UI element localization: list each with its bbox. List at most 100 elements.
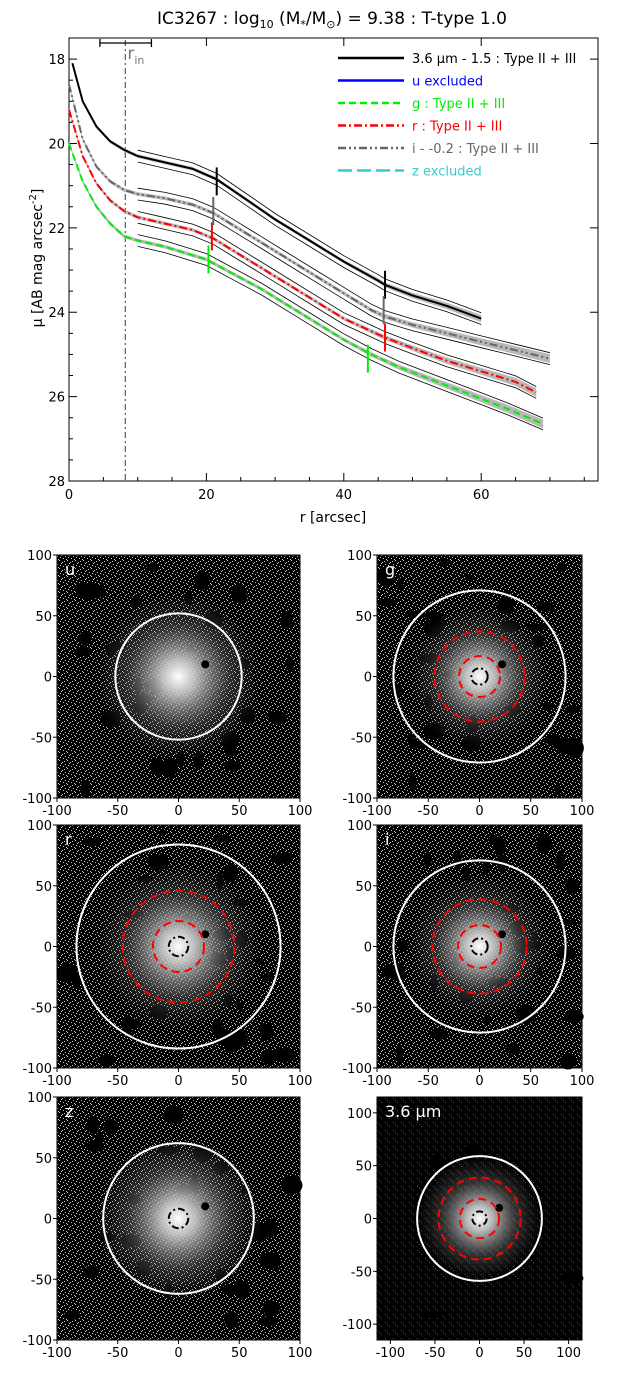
panel-y-tick-label: 100 [347, 1107, 372, 1122]
isophote-ring [75, 843, 282, 1050]
masked-source [97, 1054, 116, 1067]
panel-x-tick-label: -100 [362, 804, 392, 819]
series-line [68, 109, 537, 394]
panel-y-tick-label: 50 [355, 610, 372, 625]
masked-source [194, 571, 210, 591]
masked-star [201, 1202, 210, 1211]
masked-source [224, 745, 237, 756]
masked-source [260, 1049, 277, 1065]
masked-source [556, 562, 566, 573]
masked-source [262, 1300, 280, 1317]
masked-source [270, 852, 293, 864]
masked-source [105, 1117, 112, 1131]
isophote-ring [392, 859, 567, 1034]
series-fit-line [137, 149, 482, 314]
panel-x-tick-label: -50 [107, 1346, 128, 1361]
panel-x-tick-label: 100 [288, 1074, 313, 1089]
panel-x-tick-label: 50 [231, 804, 248, 819]
masked-source [79, 630, 92, 646]
panel-x-tick-label: -100 [376, 1346, 406, 1361]
panel-y-tick-label: 50 [35, 880, 52, 895]
image-panel-36m: -100 -50 0 50 100 -100 -50 0 50 100 3.6 μm [342, 1096, 584, 1361]
masked-source [150, 757, 166, 776]
masked-source [506, 1043, 520, 1055]
legend-label: 3.6 μm - 1.5 : Type II + III [412, 52, 576, 67]
masked-source [533, 1316, 542, 1325]
masked-source [224, 1036, 240, 1053]
galaxy-glow [93, 1133, 264, 1304]
masked-source [396, 577, 404, 591]
image-panel-i: -100 -50 0 50 100 -100 -50 0 50 100 i [342, 819, 594, 1089]
panel-x-tick-label: 0 [475, 804, 483, 819]
masked-source [259, 1023, 274, 1041]
masked-source [233, 1280, 251, 1299]
masked-source [424, 1311, 442, 1319]
masked-source [123, 1017, 133, 1037]
panel-y-tick-label: -100 [342, 1062, 372, 1077]
masked-source [80, 582, 99, 601]
legend-label: r : Type II + III [412, 120, 502, 135]
panel-y-tick-label: -50 [351, 731, 372, 746]
masked-source [536, 601, 555, 612]
isophote-ring [456, 923, 503, 970]
masked-source [281, 610, 293, 629]
legend-label: i - -0.2 : Type II + III [412, 142, 539, 157]
y-axis-label: μ [AB mag arcsec-2] [28, 189, 46, 328]
isophote-ring [114, 612, 243, 741]
masked-source [429, 1028, 449, 1040]
title-mass-mid: (M [274, 9, 301, 29]
masked-star [498, 930, 507, 939]
panel-y-tick-label: 100 [347, 549, 372, 564]
masked-source [213, 834, 230, 843]
panel-y-tick-label: -100 [22, 1062, 52, 1077]
r-in-label-main: r [127, 44, 134, 64]
series-uncertainty-band [69, 141, 543, 429]
isophote-ring [470, 667, 489, 686]
isophote-ring [433, 630, 526, 723]
masked-source [224, 1311, 239, 1329]
panel-y-tick-label: 100 [27, 1091, 52, 1106]
isophote-ring [121, 889, 236, 1004]
isophote-ring [458, 1197, 501, 1240]
panel-x-tick-label: 0 [475, 1346, 483, 1361]
masked-source [85, 1140, 104, 1153]
masked-source [407, 733, 415, 743]
y-axis-label-exp: -2 [28, 194, 39, 204]
title-mass-sun: ⊙ [326, 18, 335, 31]
panel-x-tick-label: 50 [231, 1346, 248, 1361]
y-tick-label: 28 [48, 475, 65, 490]
panel-x-tick-label: -100 [42, 1074, 72, 1089]
r-in-label-sub: in [134, 54, 144, 67]
surface-brightness-profile: 0 20 40 60 18 20 22 24 26 28 rin 3.6 μm - 1.5 : Typ… [48, 37, 599, 503]
legend-label: z excluded [412, 165, 482, 180]
panel-y-tick-label: 0 [364, 941, 372, 956]
masked-source [83, 1265, 100, 1278]
masked-source [559, 1053, 577, 1070]
isophote-ring [151, 919, 206, 974]
masked-source [560, 919, 576, 926]
masked-source [158, 829, 166, 836]
masked-star [498, 660, 507, 669]
panel-x-tick-label: 50 [231, 1074, 248, 1089]
panel-y-tick-label: 100 [347, 819, 372, 834]
masked-source [397, 939, 409, 952]
y-tick-label: 20 [48, 137, 65, 152]
x-axis-label: r [arcsec] [300, 510, 366, 526]
panel-x-tick-label: -100 [362, 1074, 392, 1089]
masked-source [483, 1016, 491, 1025]
chart-title: IC3267 : log10 (M*/M⊙) = 9.38 : T-type 1… [157, 9, 507, 31]
masked-source [274, 1048, 296, 1063]
masked-source [261, 973, 275, 982]
masked-source [564, 705, 581, 714]
masked-source [516, 1005, 536, 1025]
panel-y-tick-label: -100 [342, 1318, 372, 1333]
series-1 [68, 141, 544, 431]
masked-source [563, 1010, 584, 1024]
isophote-ring [470, 937, 489, 956]
panel-y-tick-label: 0 [364, 671, 372, 686]
x-tick-label: 60 [473, 488, 490, 503]
masked-source [286, 655, 294, 673]
panel-x-tick-label: -100 [42, 804, 72, 819]
isophote-ring [102, 1142, 255, 1295]
